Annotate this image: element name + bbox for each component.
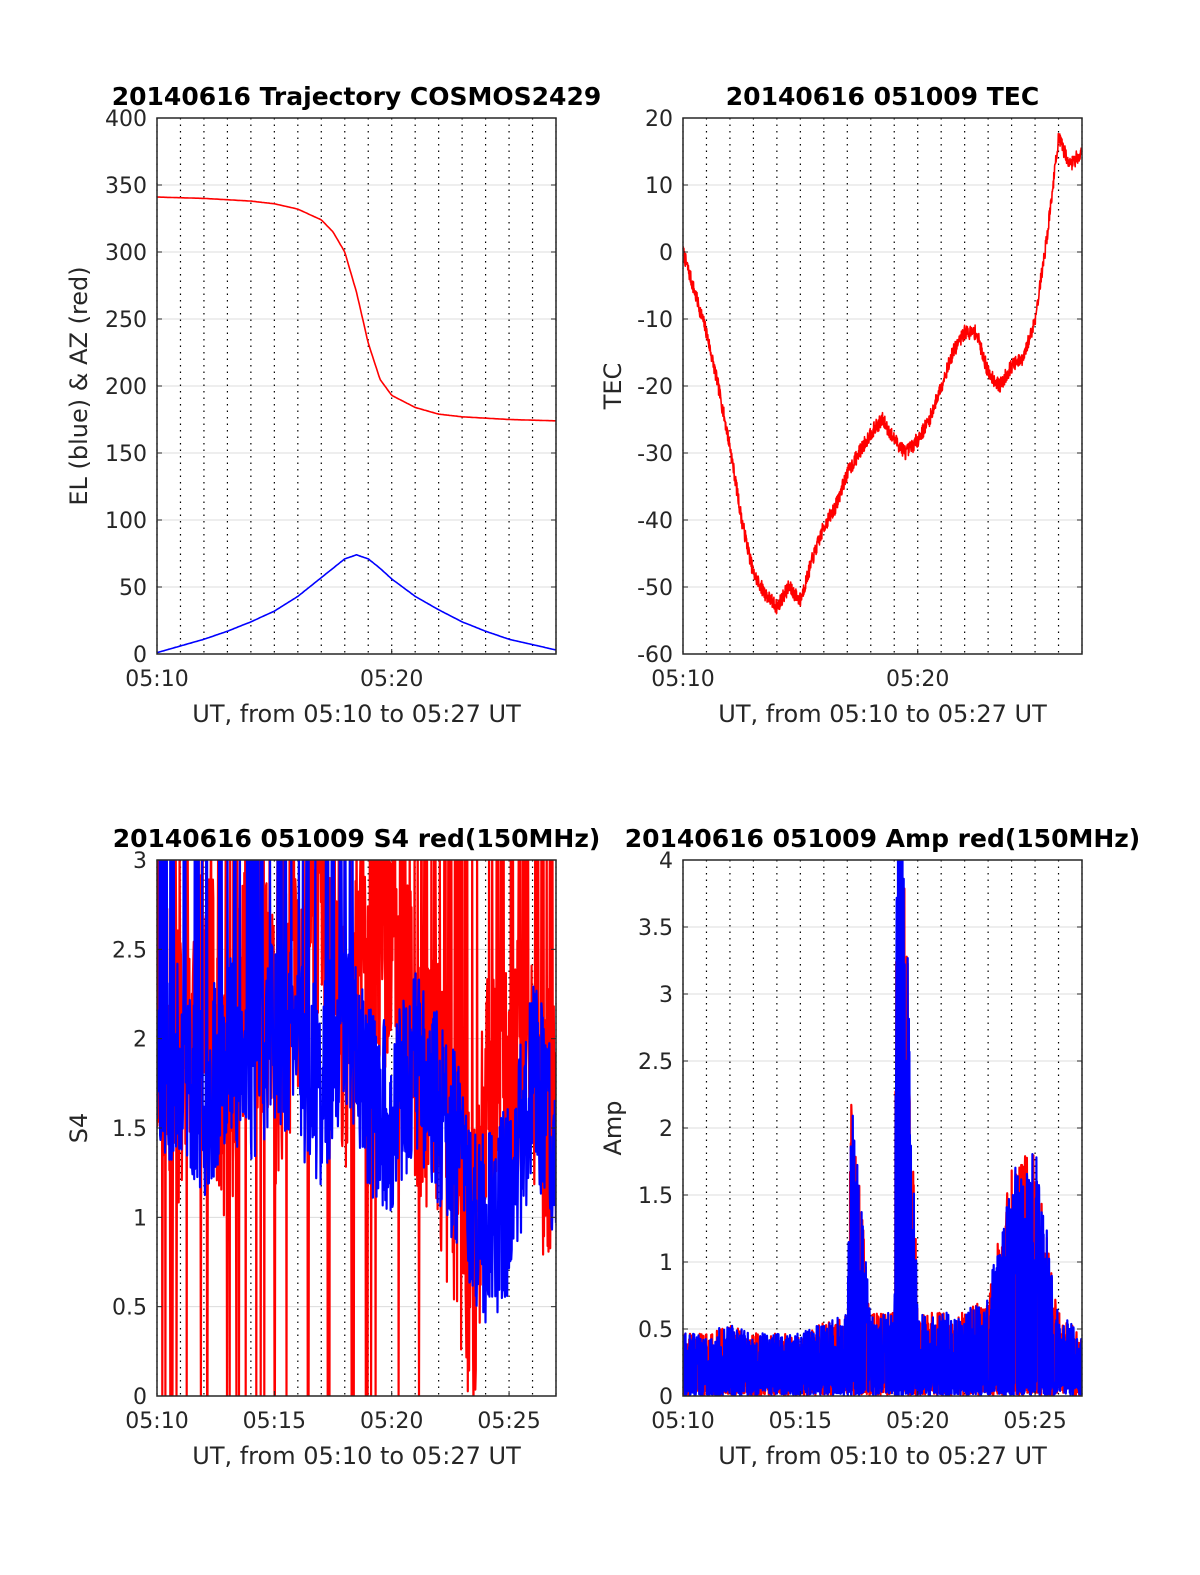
- y-tick-label: 1: [659, 1251, 673, 1276]
- y-axis-label: Amp: [599, 1100, 627, 1155]
- y-tick-label: 20: [645, 107, 673, 132]
- series-group: [157, 196, 556, 654]
- y-tick-label: 2: [659, 1117, 673, 1142]
- chart-title: 20140616 051009 Amp red(150MHz): [625, 824, 1141, 853]
- y-axis: 0 0.5 1 1.5 2 2.5 3 3.5 4: [638, 849, 1082, 1410]
- series-group: [683, 132, 1082, 615]
- x-tick-label: 05:10: [651, 1409, 714, 1434]
- y-tick-label: 2.5: [112, 938, 147, 963]
- y-axis-label: EL (blue) & AZ (red): [65, 266, 93, 505]
- x-tick-label: 05:10: [125, 1409, 188, 1434]
- x-tick-label: 05:25: [477, 1409, 540, 1434]
- x-axis: 05:10 05:20: [125, 649, 423, 692]
- chart-title: 20140616 Trajectory COSMOS2429: [112, 82, 602, 111]
- x-axis-label: UT, from 05:10 to 05:27 UT: [718, 1442, 1047, 1470]
- y-tick-label: 200: [105, 375, 147, 400]
- y-tick-label: 3: [133, 849, 147, 874]
- grid: [156, 117, 557, 655]
- x-tick-label: 05:10: [125, 667, 188, 692]
- x-tick-label: 05:20: [886, 1409, 949, 1434]
- series-group: [157, 860, 556, 1396]
- y-tick-label: 3: [659, 983, 673, 1008]
- series-line-1: [157, 196, 556, 422]
- x-tick-label: 05:15: [243, 1409, 306, 1434]
- chart-title: 20140616 051009 S4 red(150MHz): [113, 824, 601, 853]
- y-tick-label: -30: [637, 442, 673, 467]
- y-tick-label: 4: [659, 849, 673, 874]
- y-tick-label: 10: [645, 174, 673, 199]
- y-axis: 0 0.5 1 1.5 2 2.5 3: [112, 849, 556, 1410]
- y-axis-label: S4: [65, 1113, 93, 1144]
- y-tick-label: 350: [105, 174, 147, 199]
- series-line-2: [683, 860, 1082, 1396]
- series-line-2: [157, 554, 556, 654]
- x-axis-label: UT, from 05:10 to 05:27 UT: [192, 700, 521, 728]
- y-tick-label: 100: [105, 509, 147, 534]
- x-tick-label: 05:25: [1003, 1409, 1066, 1434]
- x-axis-label: UT, from 05:10 to 05:27 UT: [192, 1442, 521, 1470]
- y-tick-label: -40: [637, 509, 673, 534]
- chart-panel-4: 0 0.5 1 1.5 2 2.5 3 3.5 4 05:10 05:15 05:20 05:25 201…: [599, 824, 1141, 1470]
- y-tick-label: 1: [133, 1206, 147, 1231]
- x-axis: 05:10 05:15 05:20 05:25: [125, 1391, 541, 1434]
- y-tick-label: 0: [659, 1385, 673, 1410]
- y-tick-label: -50: [637, 576, 673, 601]
- x-tick-label: 05:10: [651, 667, 714, 692]
- y-tick-label: 50: [119, 576, 147, 601]
- chart-panel-1: 0 50 100 150 200 250 300 350 400 05:10 05:20 201406…: [65, 82, 601, 728]
- y-tick-label: 2.5: [638, 1050, 673, 1075]
- y-axis-label: TEC: [599, 363, 627, 411]
- x-tick-label: 05:15: [769, 1409, 832, 1434]
- x-axis: 05:10 05:15 05:20 05:25: [651, 1391, 1067, 1434]
- y-tick-label: 0.5: [638, 1318, 673, 1343]
- y-tick-label: 250: [105, 308, 147, 333]
- x-tick-label: 05:20: [886, 667, 949, 692]
- y-tick-label: -20: [637, 375, 673, 400]
- y-tick-label: 1.5: [638, 1184, 673, 1209]
- y-axis: 0 50 100 150 200 250 300 350 400: [105, 107, 556, 668]
- x-axis: 05:10 05:20: [651, 649, 949, 692]
- y-tick-label: 0: [133, 643, 147, 668]
- chart-panel-3: 0 0.5 1 1.5 2 2.5 3 05:10 05:15 05:20 05:25 2014061…: [65, 824, 601, 1470]
- series-line-2: [157, 860, 556, 1324]
- chart-panel-2: -60 -50 -40 -30 -20 -10 0 10 20 05:10 05:20 2014061…: [599, 82, 1083, 728]
- y-tick-label: 3.5: [638, 916, 673, 941]
- y-tick-label: 1.5: [112, 1117, 147, 1142]
- y-tick-label: 0: [659, 241, 673, 266]
- y-tick-label: 150: [105, 442, 147, 467]
- x-tick-label: 05:20: [360, 1409, 423, 1434]
- chart-title: 20140616 051009 TEC: [726, 82, 1039, 111]
- y-tick-label: 0.5: [112, 1296, 147, 1321]
- y-tick-label: 2: [133, 1028, 147, 1053]
- x-tick-label: 05:20: [360, 667, 423, 692]
- y-tick-label: 400: [105, 107, 147, 132]
- series-group: [683, 860, 1082, 1396]
- series-line-1: [683, 132, 1082, 615]
- y-tick-label: 300: [105, 241, 147, 266]
- y-axis: -60 -50 -40 -30 -20 -10 0 10 20: [637, 107, 1082, 668]
- y-tick-label: 0: [133, 1385, 147, 1410]
- y-tick-label: -10: [637, 308, 673, 333]
- x-axis-label: UT, from 05:10 to 05:27 UT: [718, 700, 1047, 728]
- y-tick-label: -60: [637, 643, 673, 668]
